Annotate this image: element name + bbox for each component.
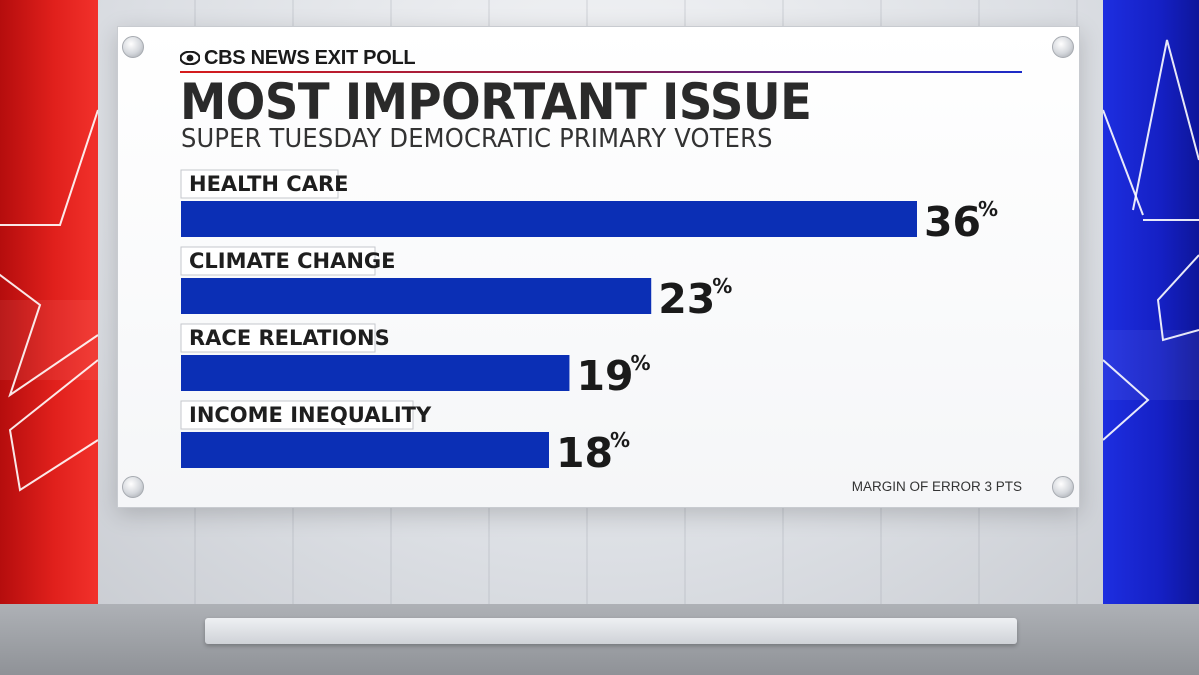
category-label: CLIMATE CHANGE xyxy=(189,249,396,273)
category-label: RACE RELATIONS xyxy=(189,326,390,350)
brand-text: CBS NEWS EXIT POLL xyxy=(204,46,416,69)
floor-shelf xyxy=(205,618,1017,644)
category-label-box xyxy=(180,400,414,430)
value-label: 36 xyxy=(924,198,981,246)
value-label: 23 xyxy=(658,275,715,323)
bar xyxy=(181,432,549,468)
percent-sign: % xyxy=(978,197,998,221)
value-label: 18 xyxy=(556,429,613,477)
chart-title: MOST IMPORTANT ISSUE xyxy=(180,73,812,131)
star-outline-icon xyxy=(0,109,98,492)
percent-sign: % xyxy=(630,351,650,375)
screw-icon xyxy=(122,36,144,58)
screw-icon xyxy=(1052,36,1074,58)
bar xyxy=(181,278,652,314)
cbs-eye-icon xyxy=(180,51,200,65)
category-label-box xyxy=(180,246,376,276)
bar xyxy=(181,355,570,391)
screw-icon xyxy=(1052,476,1074,498)
percent-sign: % xyxy=(610,428,630,452)
percent-sign: % xyxy=(712,274,732,298)
category-label-box xyxy=(180,169,339,199)
star-outline-icon xyxy=(1103,39,1199,441)
bar xyxy=(181,201,917,237)
blue-star-panel xyxy=(1103,0,1199,604)
category-label-box xyxy=(180,323,376,353)
red-star-panel xyxy=(0,0,98,604)
category-label: HEALTH CARE xyxy=(189,172,348,196)
header-rule xyxy=(180,71,1022,73)
margin-of-error-note: MARGIN OF ERROR 3 PTS xyxy=(851,479,1022,494)
chart-subtitle: SUPER TUESDAY DEMOCRATIC PRIMARY VOTERS xyxy=(181,124,773,154)
network-brand: CBS NEWS EXIT POLL xyxy=(180,46,416,69)
value-label: 19 xyxy=(576,352,633,400)
category-label: INCOME INEQUALITY xyxy=(189,403,432,427)
screw-icon xyxy=(122,476,144,498)
